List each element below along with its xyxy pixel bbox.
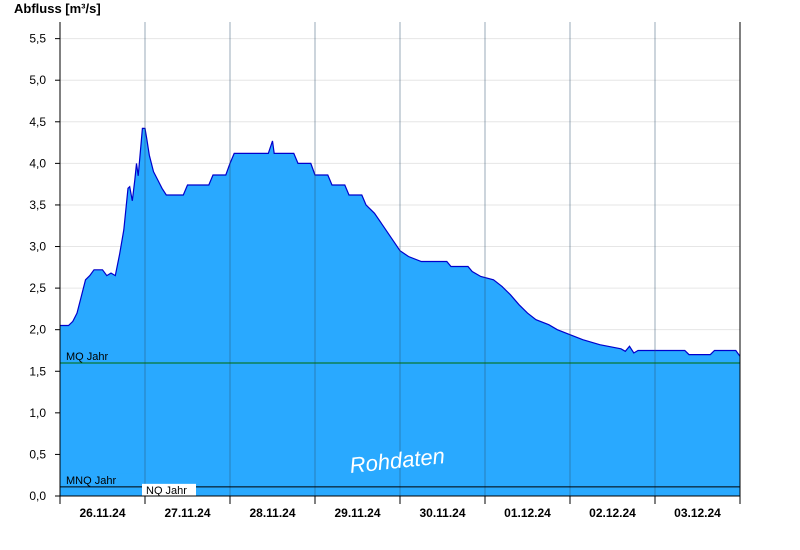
y-tick-label-2: 1,0: [29, 406, 46, 420]
nq-label-bg: [142, 483, 196, 496]
mnq-label-bg: [64, 473, 142, 486]
mnq-label: MNQ Jahr: [66, 475, 116, 487]
y-tick-label-4: 2,0: [29, 323, 46, 337]
x-day-label-6: 02.12.24: [589, 506, 636, 520]
y-axis-title: Abfluss [m³/s]: [14, 1, 101, 16]
x-day-label-2: 28.11.24: [249, 506, 295, 520]
axes: [55, 22, 741, 504]
y-tick-label-0: 0,0: [29, 489, 46, 503]
y-tick-label-8: 4,0: [29, 156, 46, 170]
x-day-label-3: 29.11.24: [334, 506, 380, 520]
reference-lines: MQ Jahr MNQ Jahr NQ Jahr: [60, 351, 740, 497]
x-day-label-5: 01.12.24: [504, 506, 551, 520]
discharge-line: [60, 127, 741, 357]
day-separator-lines: [144, 22, 656, 496]
mq-label: MQ Jahr: [66, 351, 109, 363]
x-day-label-1: 27.11.24: [164, 506, 210, 520]
y-tick-label-7: 3,5: [29, 198, 46, 212]
x-day-label-4: 30.11.24: [419, 506, 465, 520]
x-day-label-0: 26.11.24: [79, 506, 125, 520]
y-tick-label-3: 1,5: [29, 364, 46, 378]
y-tick-labels: 0,0 0,5 1,0 1,5 2,0 2,5 3,0 3,5 4,0 4,5 5,0 5,5: [29, 32, 46, 503]
x-day-label-7: 03.12.24: [674, 506, 721, 520]
y-tick-label-10: 5,0: [29, 73, 46, 87]
y-tick-label-6: 3,0: [29, 240, 46, 254]
y-tick-label-11: 5,5: [29, 32, 46, 46]
y-tick-label-9: 4,5: [29, 115, 46, 129]
x-tick-labels: 26.11.24 27.11.24 28.11.24 29.11.24 30.11.24…: [79, 506, 721, 520]
nq-label: NQ Jahr: [146, 485, 187, 497]
y-tick-label-5: 2,5: [29, 281, 46, 295]
y-tick-label-1: 0,5: [29, 447, 46, 461]
